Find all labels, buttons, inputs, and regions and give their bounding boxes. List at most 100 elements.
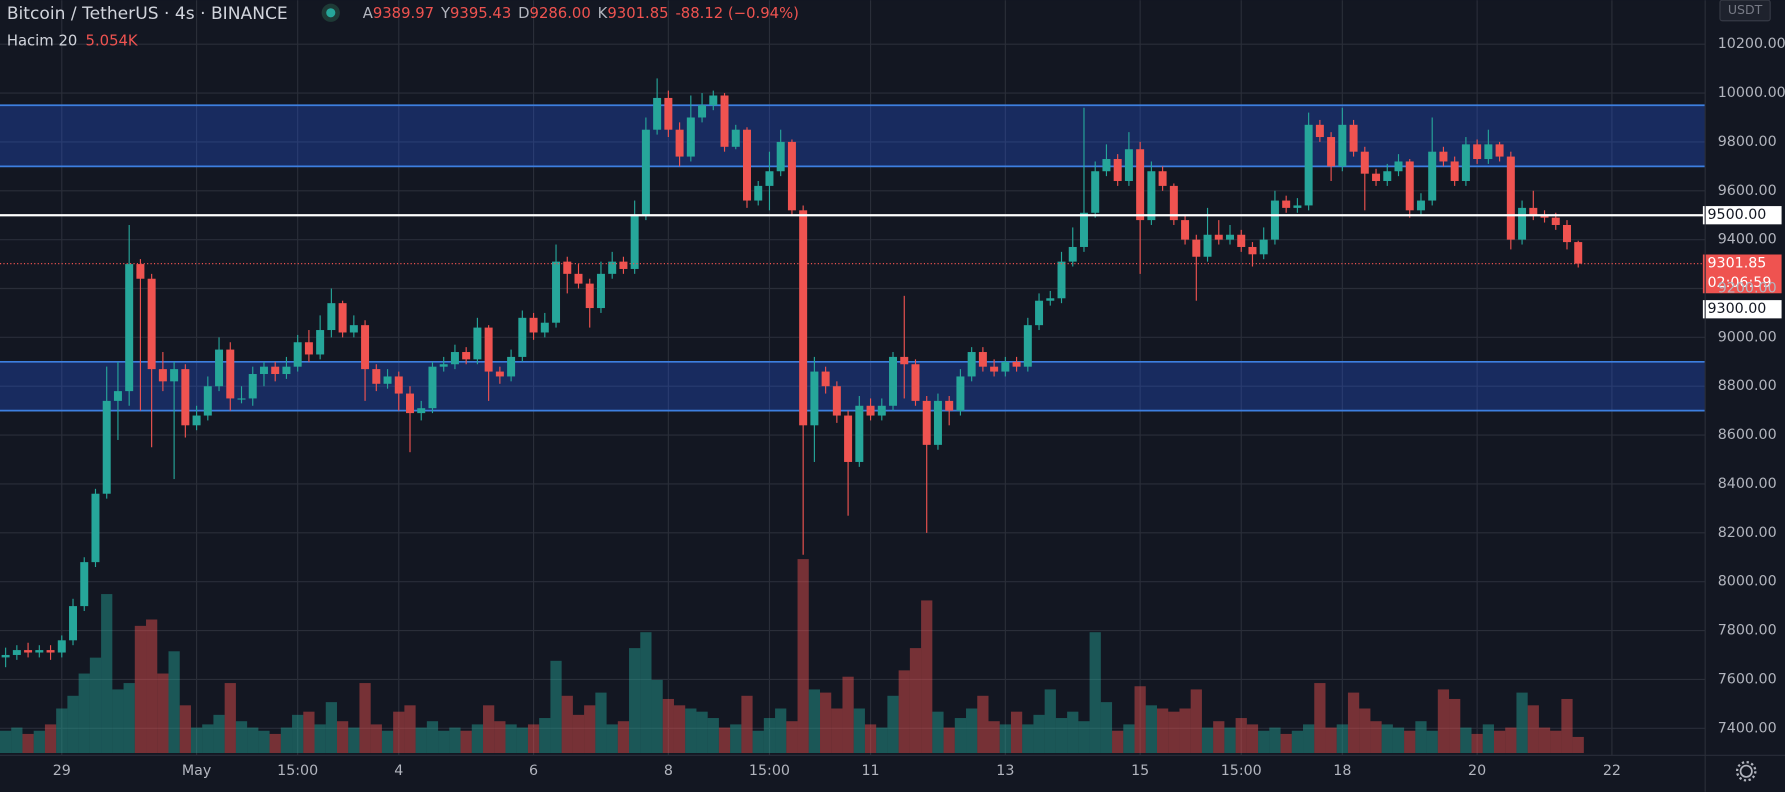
x-tick-label: 8: [664, 763, 673, 779]
candle-body: [248, 374, 257, 399]
volume-bar: [797, 559, 809, 753]
candle-body: [630, 215, 639, 269]
candle-body: [450, 352, 459, 365]
gear[interactable]: [1739, 764, 1753, 778]
candle-body: [237, 398, 246, 400]
x-tick-label: 29: [53, 763, 71, 779]
x-tick-label: 6: [529, 763, 538, 779]
candle-body: [933, 400, 942, 445]
volume-bar: [1460, 727, 1472, 753]
volume-bar: [314, 724, 326, 753]
volume-bar: [831, 708, 843, 753]
volume-bar: [1044, 689, 1056, 753]
x-tick-label: 18: [1333, 763, 1351, 779]
candle-body: [439, 364, 448, 367]
volume-bar: [662, 698, 674, 753]
volume-bar: [954, 718, 967, 753]
volume-bar: [460, 730, 472, 753]
x-tick-label: 4: [394, 763, 403, 779]
volume-bar: [1067, 711, 1079, 753]
hline-label: 9500.00: [1707, 207, 1766, 223]
volume-bar: [224, 683, 236, 753]
volume-bar: [1493, 730, 1506, 753]
volume-bar: [1471, 733, 1483, 753]
volume-bar: [370, 724, 382, 753]
candle-body: [338, 303, 347, 333]
ohlc-value: 9395.43: [450, 5, 511, 22]
volume-bar: [988, 721, 1000, 753]
ohlc-value: 9286.00: [530, 5, 591, 22]
candle-body: [1068, 246, 1077, 262]
candle-body: [484, 327, 493, 372]
y-tick-label: 9800.00: [1718, 134, 1777, 150]
y-tick-label: 7800.00: [1718, 623, 1777, 639]
candle-body: [1383, 171, 1392, 182]
candle-body: [1327, 137, 1336, 167]
candle-body: [619, 261, 628, 269]
volume-bar: [741, 695, 753, 753]
candle-body: [821, 371, 830, 387]
currency[interactable]: USDT: [1728, 2, 1763, 17]
volume-bar: [752, 730, 764, 753]
volume-bar: [1089, 632, 1101, 753]
candle-body: [125, 264, 134, 392]
candle-body: [1, 654, 10, 658]
candle-body: [46, 650, 55, 653]
volume-bar: [404, 705, 416, 753]
volume-bar: [381, 730, 394, 753]
volume-bar: [449, 727, 461, 753]
volume-bar: [629, 648, 641, 753]
volume-bar: [505, 724, 517, 753]
candle-body: [844, 415, 853, 462]
volume-bar: [1370, 721, 1382, 753]
x-tick-label: 15: [1131, 763, 1149, 779]
volume-bar: [718, 727, 731, 753]
candle-body: [80, 562, 89, 607]
candle-body: [720, 95, 729, 147]
candle-body: [1226, 234, 1234, 240]
volume-bar: [640, 632, 652, 753]
candle-body: [113, 391, 122, 401]
x-tick-label: 20: [1468, 763, 1486, 779]
x-tick-label: 11: [861, 763, 879, 779]
candle-body: [203, 386, 212, 416]
candle-body: [574, 273, 583, 284]
volume-bar: [1224, 727, 1236, 753]
settings-icon[interactable]: [1735, 760, 1757, 782]
volume-bar: [1482, 724, 1494, 753]
candle-body: [1484, 144, 1493, 160]
candle-body: [810, 371, 819, 426]
y-tick-label: 8400.00: [1718, 476, 1777, 492]
volume-bar: [471, 724, 484, 753]
candle-body: [1540, 215, 1549, 218]
candle-body: [57, 640, 66, 653]
volume-bar: [44, 724, 57, 753]
volume-bar: [146, 619, 158, 753]
volume-bar: [494, 721, 506, 753]
volume-bar: [348, 727, 360, 753]
x-tick-label: 15:00: [1221, 763, 1262, 779]
volume-bar: [887, 695, 899, 753]
x-tick-label: 15:00: [749, 763, 790, 779]
gear-teeth[interactable]: [1735, 760, 1757, 782]
zone: [0, 105, 1706, 167]
volume-bar: [977, 695, 989, 753]
volume-bar: [1201, 727, 1214, 753]
volume-bar: [1516, 692, 1528, 753]
countdown: 02:06:59: [1707, 275, 1771, 291]
volume-bar: [336, 721, 349, 753]
candle-body: [1091, 171, 1100, 213]
volume-bar: [696, 711, 708, 753]
volume-bar: [673, 705, 686, 753]
y-tick-label: 8800.00: [1718, 378, 1777, 394]
candle-body: [832, 386, 841, 416]
volume-bar: [786, 721, 798, 753]
candle-body: [889, 356, 898, 406]
candle-body: [855, 405, 864, 462]
x-tick-label: 22: [1603, 763, 1621, 779]
volume-bar: [1426, 730, 1438, 753]
volume-bar: [179, 705, 191, 753]
volume-bar: [112, 689, 124, 753]
currency-box[interactable]: [1719, 0, 1771, 22]
